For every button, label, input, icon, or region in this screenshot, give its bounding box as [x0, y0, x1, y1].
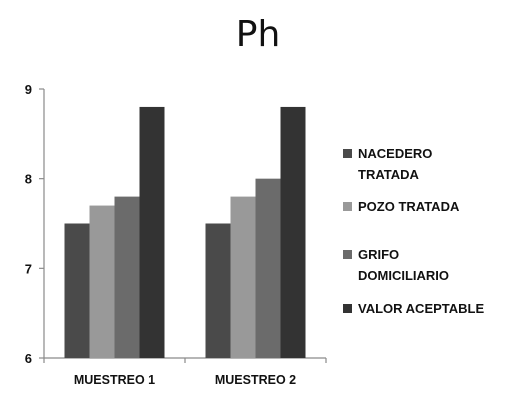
- legend-label-2: POZO TRATADA: [358, 199, 460, 214]
- y-tick-label: 7: [25, 261, 32, 276]
- legend-swatch-2: [343, 202, 352, 211]
- x-category-label: MUESTREO 1: [74, 373, 155, 387]
- legend-swatch-1: [343, 149, 352, 158]
- legend-label-3: GRIFO: [358, 247, 399, 262]
- bar-1-2: [89, 205, 115, 358]
- chart-title: Ph: [236, 14, 281, 55]
- legend-label-1: NACEDERO: [358, 146, 432, 161]
- y-tick-label: 8: [25, 172, 32, 187]
- bar-2-3: [255, 178, 281, 358]
- bar-2-4: [280, 106, 306, 358]
- bar-1-4: [139, 106, 165, 358]
- bar-1-3: [114, 196, 140, 358]
- bar-1-1: [64, 223, 90, 358]
- chart-legend: NACEDERO TRATADA POZO TRATADA GRIFO DOMICILI…: [343, 146, 484, 316]
- legend-swatch-4: [343, 304, 352, 313]
- x-category-label: MUESTREO 2: [215, 373, 296, 387]
- y-tick-label: 6: [25, 351, 32, 366]
- legend-swatch-3: [343, 250, 352, 259]
- legend-label-3: DOMICILIARIO: [358, 268, 449, 283]
- bar-2-1: [205, 223, 231, 358]
- chart-bars: [64, 106, 306, 358]
- legend-label-4: VALOR ACEPTABLE: [358, 301, 484, 316]
- y-tick-label: 9: [25, 82, 32, 97]
- bar-2-2: [230, 196, 256, 358]
- legend-label-1: TRATADA: [358, 167, 420, 182]
